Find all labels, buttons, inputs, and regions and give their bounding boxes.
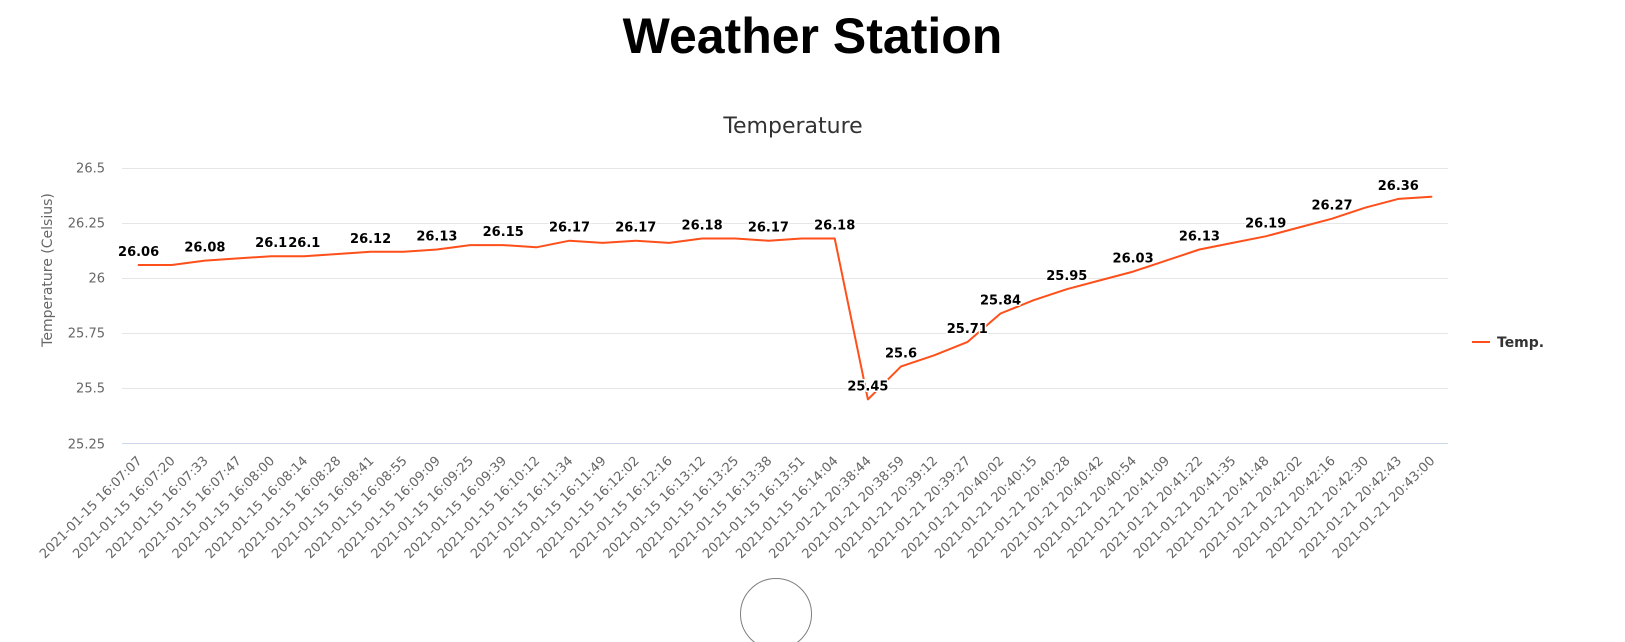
- data-label: 26.13: [416, 230, 457, 245]
- data-point[interactable]: [1361, 204, 1369, 212]
- data-label: 25.71: [947, 322, 988, 337]
- data-label: 26.17: [549, 221, 590, 236]
- data-point[interactable]: [1427, 193, 1435, 201]
- data-point[interactable]: [532, 243, 540, 251]
- data-point[interactable]: [334, 250, 342, 258]
- data-point[interactable]: [665, 239, 673, 247]
- data-point[interactable]: [897, 362, 905, 370]
- data-label: 25.95: [1046, 269, 1087, 284]
- data-point[interactable]: [1328, 215, 1336, 223]
- data-point[interactable]: [300, 252, 308, 260]
- data-point[interactable]: [1229, 239, 1237, 247]
- data-label: 26.06: [118, 245, 159, 260]
- data-label: 26.18: [682, 219, 723, 234]
- data-label: 26.08: [184, 241, 225, 256]
- data-point[interactable]: [930, 351, 938, 359]
- data-label: 26.17: [615, 221, 656, 236]
- y-tick-label: 25.25: [68, 438, 105, 453]
- data-label: 25.6: [885, 346, 917, 361]
- data-label: 26.1: [255, 236, 287, 251]
- series-temp: [135, 193, 1435, 403]
- data-label: 26.12: [350, 232, 391, 247]
- data-point[interactable]: [267, 252, 275, 260]
- data-point[interactable]: [864, 395, 872, 403]
- data-label: 26.36: [1378, 179, 1419, 194]
- data-label: 26.03: [1113, 252, 1154, 267]
- legend[interactable]: Temp.: [1472, 335, 1544, 351]
- y-tick-label: 26.25: [68, 217, 105, 232]
- data-label: 26.15: [483, 225, 524, 240]
- data-label: 26.1: [288, 236, 320, 251]
- data-point[interactable]: [698, 235, 706, 243]
- data-point[interactable]: [367, 248, 375, 256]
- data-label: 26.13: [1179, 230, 1220, 245]
- data-label: 26.17: [748, 221, 789, 236]
- data-point[interactable]: [168, 261, 176, 269]
- data-labels: 26.06 26.08 26.1 26.1 26.12 26.13 26.15 26.17 26…: [117, 177, 1421, 396]
- data-label: 25.45: [847, 379, 888, 394]
- data-point[interactable]: [400, 248, 408, 256]
- data-label: 26.27: [1311, 199, 1352, 214]
- y-axis-ticks: 25.25 25.5 25.75 26 26.25 26.5: [68, 162, 105, 453]
- data-point[interactable]: [566, 237, 574, 245]
- chart-title: Temperature: [722, 114, 862, 139]
- data-point[interactable]: [499, 241, 507, 249]
- data-point[interactable]: [798, 235, 806, 243]
- loading-spinner: [740, 578, 812, 642]
- data-point[interactable]: [234, 254, 242, 262]
- data-point[interactable]: [1162, 257, 1170, 265]
- grid-lines: [122, 168, 1448, 389]
- data-point[interactable]: [632, 237, 640, 245]
- data-point[interactable]: [764, 237, 772, 245]
- data-point[interactable]: [997, 310, 1005, 318]
- legend-label-temp: Temp.: [1497, 335, 1544, 351]
- data-label: 26.19: [1245, 216, 1286, 231]
- data-point[interactable]: [1394, 195, 1402, 203]
- data-point[interactable]: [963, 338, 971, 346]
- y-axis-title: Temperature (Celsius): [40, 193, 56, 348]
- data-point[interactable]: [1063, 285, 1071, 293]
- data-point[interactable]: [1295, 224, 1303, 232]
- data-point[interactable]: [466, 241, 474, 249]
- page-title: Weather Station: [622, 8, 1003, 64]
- y-tick-label: 25.75: [68, 327, 105, 342]
- data-point[interactable]: [599, 239, 607, 247]
- data-point[interactable]: [1096, 276, 1104, 284]
- y-tick-label: 25.5: [76, 382, 105, 397]
- data-label: 25.84: [980, 294, 1021, 309]
- data-point[interactable]: [1195, 246, 1203, 254]
- data-point[interactable]: [1030, 296, 1038, 304]
- data-point[interactable]: [135, 261, 143, 269]
- y-tick-label: 26: [88, 272, 105, 287]
- data-point[interactable]: [1129, 268, 1137, 276]
- data-label: 26.18: [814, 219, 855, 234]
- data-point[interactable]: [831, 235, 839, 243]
- data-point[interactable]: [433, 246, 441, 254]
- series-line-temp: [137, 195, 1433, 401]
- data-point[interactable]: [201, 257, 209, 265]
- data-point[interactable]: [731, 235, 739, 243]
- data-point[interactable]: [1262, 232, 1270, 240]
- y-tick-label: 26.5: [76, 162, 105, 177]
